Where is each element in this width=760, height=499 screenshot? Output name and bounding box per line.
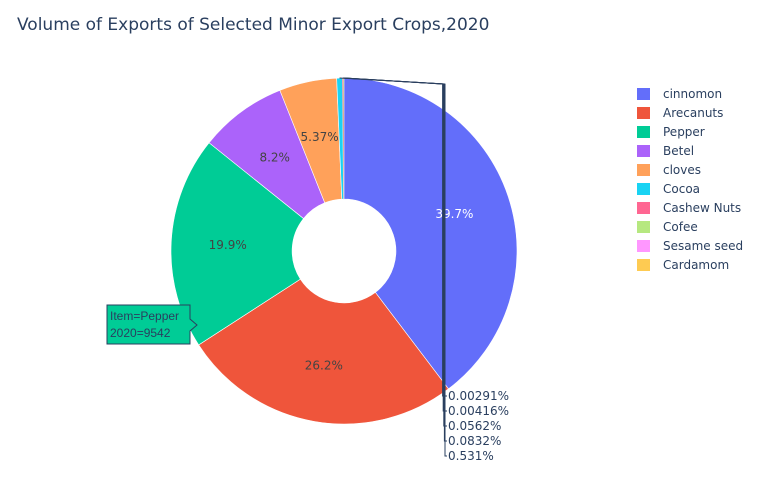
legend-swatch bbox=[637, 202, 650, 214]
legend-swatch bbox=[637, 183, 650, 195]
percent-label-cashew-nuts: 0.0832% bbox=[448, 434, 501, 448]
legend-label: Cocoa bbox=[663, 182, 700, 196]
legend-label: cloves bbox=[663, 163, 701, 177]
legend: cinnomon Arecanuts Pepper Betel cloves Cocoa C… bbox=[637, 87, 743, 272]
chart-title: Volume of Exports of Selected Minor Expo… bbox=[17, 15, 489, 35]
percent-label-cocoa: 0.531% bbox=[448, 449, 494, 463]
legend-swatch bbox=[637, 164, 650, 176]
tooltip-value: 2020=9542 bbox=[110, 326, 171, 340]
legend-swatch bbox=[637, 107, 650, 119]
percent-label-sesame-seed: 0.00416% bbox=[448, 404, 509, 418]
legend-item-sesame-seed[interactable]: Sesame seed bbox=[637, 239, 743, 253]
legend-label: cinnomon bbox=[663, 87, 722, 101]
legend-swatch bbox=[637, 88, 650, 100]
leader-lines bbox=[339, 77, 447, 457]
percent-label-pepper: 19.9% bbox=[209, 238, 247, 252]
legend-item-cloves[interactable]: cloves bbox=[637, 163, 701, 177]
slice-cashew-nuts[interactable] bbox=[342, 78, 344, 200]
legend-label: Sesame seed bbox=[663, 239, 743, 253]
legend-item-cardamom[interactable]: Cardamom bbox=[637, 258, 729, 272]
legend-label: Arecanuts bbox=[663, 106, 723, 120]
legend-label: Pepper bbox=[663, 125, 705, 139]
tooltip-box bbox=[106, 304, 198, 345]
slice-pepper[interactable] bbox=[170, 142, 304, 346]
percent-label-cardamom: 0.00291% bbox=[448, 389, 509, 403]
percent-label-cofee: 0.0562% bbox=[448, 419, 501, 433]
legend-item-cashew-nuts[interactable]: Cashew Nuts bbox=[637, 201, 741, 215]
percent-label-betel: 8.2% bbox=[259, 150, 290, 164]
slice-cinnomon[interactable] bbox=[343, 77, 518, 390]
legend-label: Cashew Nuts bbox=[663, 201, 741, 215]
legend-swatch bbox=[637, 259, 650, 271]
legend-swatch bbox=[637, 126, 650, 138]
pie-slices bbox=[170, 77, 518, 425]
slice-arecanuts[interactable] bbox=[198, 278, 449, 425]
legend-swatch bbox=[637, 145, 650, 157]
percent-label-arecanuts: 26.2% bbox=[305, 359, 343, 373]
legend-swatch bbox=[637, 240, 650, 252]
percent-label-cloves: 5.37% bbox=[301, 130, 339, 144]
legend-swatch bbox=[637, 221, 650, 233]
legend-item-cocoa[interactable]: Cocoa bbox=[637, 182, 700, 196]
tooltip-item: Item=Pepper bbox=[110, 309, 179, 323]
slice-cofee[interactable] bbox=[343, 78, 344, 200]
legend-item-cofee[interactable]: Cofee bbox=[637, 220, 698, 234]
legend-label: Betel bbox=[663, 144, 694, 158]
percent-label-cinnomon: 39.7% bbox=[435, 207, 473, 221]
slice-percent-labels: 39.7% 26.2% 19.9% 8.2% 5.37% 0.00291%0.00416%… bbox=[209, 130, 509, 463]
legend-item-pepper[interactable]: Pepper bbox=[637, 125, 705, 139]
leader-line-cocoa bbox=[339, 77, 447, 457]
legend-label: Cofee bbox=[663, 220, 698, 234]
legend-item-betel[interactable]: Betel bbox=[637, 144, 694, 158]
hover-tooltip: Item=Pepper 2020=9542 bbox=[106, 304, 198, 345]
legend-item-arecanuts[interactable]: Arecanuts bbox=[637, 106, 723, 120]
legend-item-cinnomon[interactable]: cinnomon bbox=[637, 87, 722, 101]
legend-label: Cardamom bbox=[663, 258, 729, 272]
